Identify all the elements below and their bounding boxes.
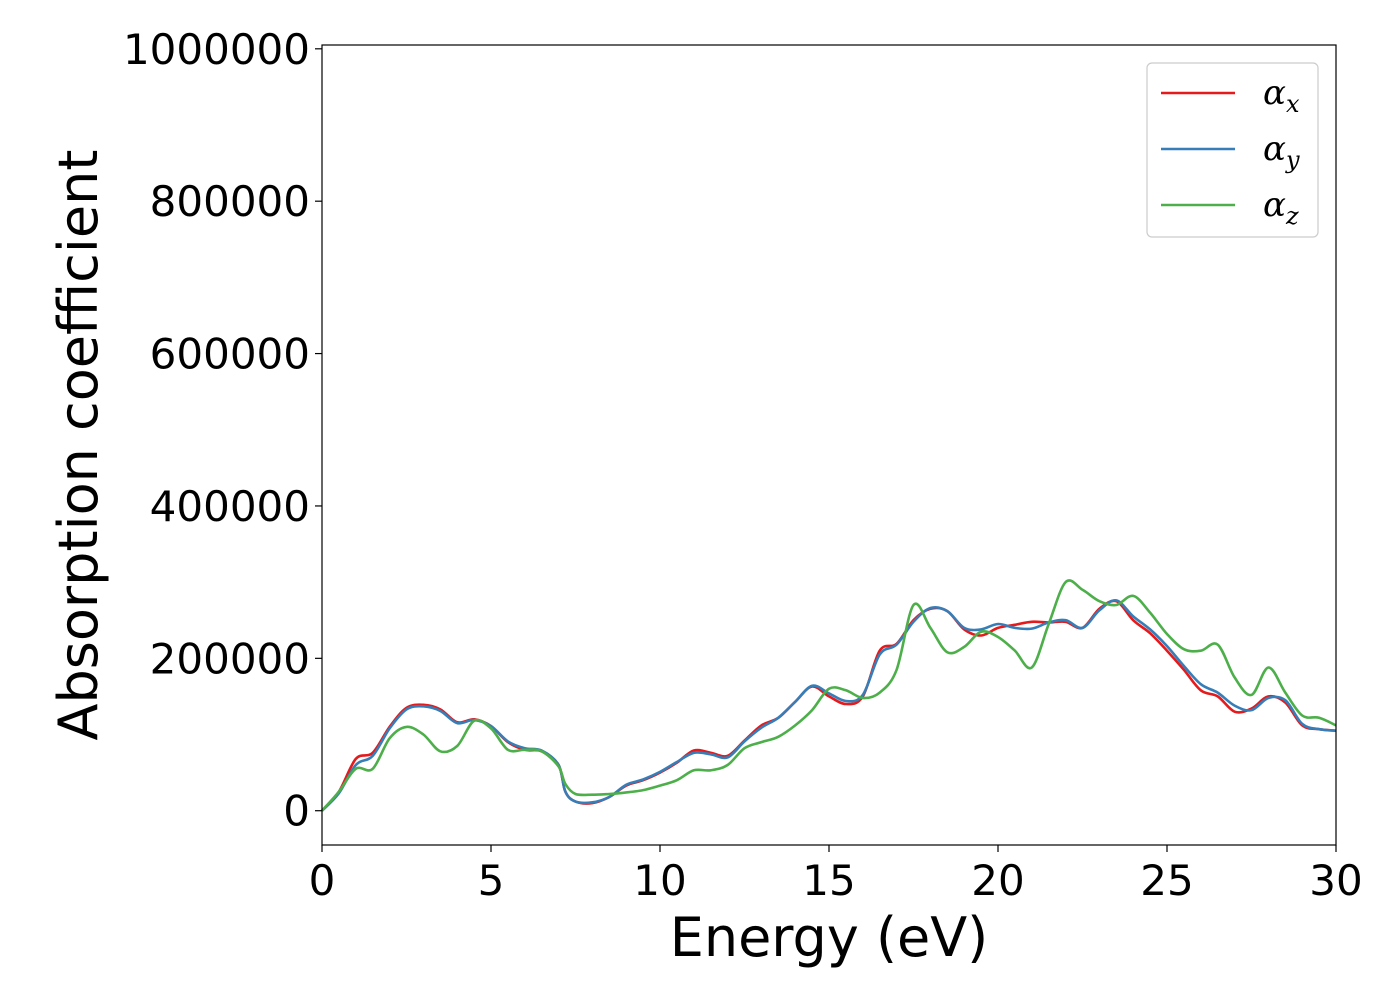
y-axis-title: Absorption coefficient <box>47 150 110 741</box>
series-line-alpha-y <box>321 599 1337 812</box>
y-tick-label: 800000 <box>150 177 310 226</box>
x-tick-label: 30 <box>1309 856 1362 905</box>
x-tick-label: 20 <box>971 856 1024 905</box>
y-tick-label: 200000 <box>150 634 310 683</box>
legend-label-alpha-y: αy <box>1263 129 1300 174</box>
x-tick-label: 0 <box>309 856 336 905</box>
x-tick-label: 25 <box>1140 856 1193 905</box>
legend-label-alpha-x: αx <box>1263 73 1300 118</box>
y-tick-label: 600000 <box>150 330 310 379</box>
x-tick-label: 15 <box>802 856 855 905</box>
x-axis-title: Energy (eV) <box>670 906 989 969</box>
series-line-alpha-z <box>321 579 1337 812</box>
series-layer <box>321 579 1337 812</box>
y-tick-label: 400000 <box>150 482 310 531</box>
x-tick-label: 5 <box>478 856 505 905</box>
x-tick-label: 10 <box>633 856 686 905</box>
y-tick-label: 0 <box>283 787 310 836</box>
legend: αx αy αz <box>1146 62 1319 238</box>
legend-label-alpha-z: αz <box>1263 185 1299 230</box>
y-tick-label: 1000000 <box>123 25 310 74</box>
tick-layer: 0 5 10 15 20 25 30 0 200000 400000 600000 800000 100… <box>123 25 1363 905</box>
